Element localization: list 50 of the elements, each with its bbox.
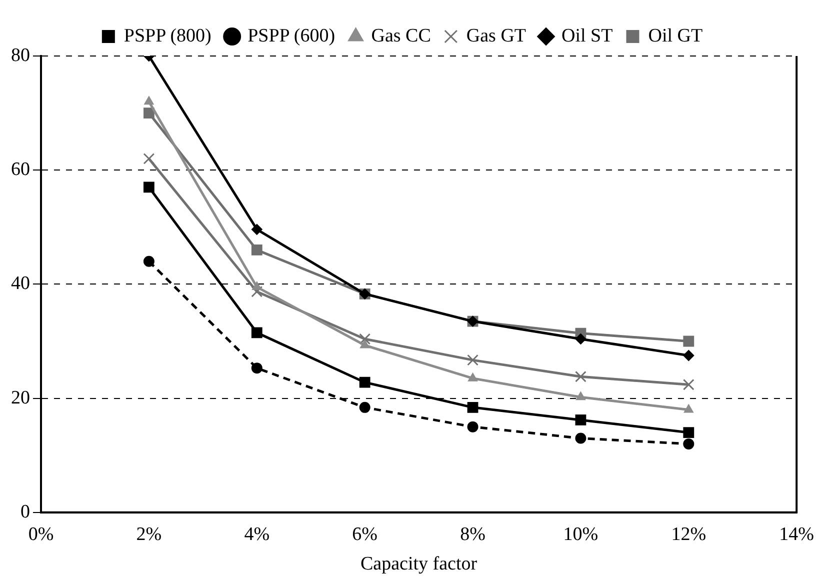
point — [252, 282, 262, 290]
point — [683, 427, 694, 438]
x-tick-label: 12% — [671, 524, 706, 545]
point — [143, 256, 154, 267]
x-tick-label: 8% — [460, 524, 486, 545]
point — [682, 378, 694, 390]
point — [360, 340, 370, 348]
x-tick-label: 10% — [563, 524, 598, 545]
x-tick-label: 2% — [136, 524, 162, 545]
x-tick-label: 0% — [28, 524, 54, 545]
point — [576, 392, 586, 400]
point — [143, 152, 155, 164]
point — [575, 414, 586, 426]
legend-label: PSPP (600) — [248, 25, 336, 46]
point — [251, 286, 263, 298]
point — [467, 354, 478, 366]
point — [684, 404, 694, 413]
legend-label: Gas CC — [371, 25, 431, 46]
y-tick-label: 20 — [11, 387, 30, 408]
point — [683, 438, 694, 450]
point — [143, 108, 154, 118]
y-tick-label: 0 — [20, 501, 30, 522]
point — [359, 333, 371, 345]
point — [468, 372, 478, 382]
point — [251, 362, 262, 374]
point — [144, 96, 154, 105]
point — [683, 350, 694, 362]
legend-label: Oil ST — [562, 25, 614, 46]
legend-label: Gas GT — [466, 25, 526, 46]
point — [359, 402, 370, 413]
x-tick-label: 4% — [244, 524, 270, 545]
point — [467, 421, 478, 432]
point — [251, 327, 262, 338]
x-tick-label: 14% — [779, 524, 814, 545]
legend-label: Oil GT — [648, 25, 703, 46]
legend-label: PSPP (800) — [124, 25, 212, 46]
y-tick-label: 80 — [11, 44, 30, 66]
point — [251, 244, 262, 256]
x-axis-title: Capacity factor — [360, 554, 478, 575]
point — [143, 182, 154, 193]
point — [683, 336, 694, 347]
point — [575, 370, 586, 382]
y-tick-label: 60 — [11, 159, 30, 180]
point — [251, 224, 262, 235]
point — [575, 333, 586, 344]
x-tick-label: 6% — [352, 524, 378, 545]
point — [359, 376, 370, 388]
y-tick-label: 40 — [11, 273, 30, 294]
point — [467, 402, 478, 413]
point — [575, 432, 586, 444]
